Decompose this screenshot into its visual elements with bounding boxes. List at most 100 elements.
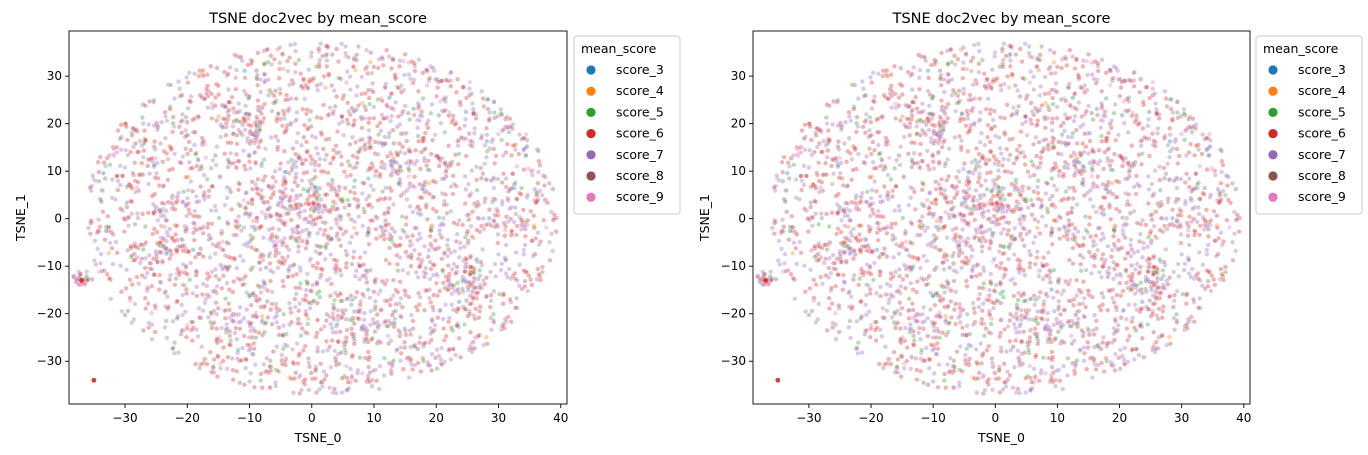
data-point-score_6 — [824, 211, 830, 217]
data-point-score_6 — [231, 255, 237, 261]
data-point-score_7 — [96, 217, 102, 223]
data-point-score_7 — [397, 58, 403, 64]
data-point-score_5 — [228, 338, 234, 344]
y-axis-label: TSNE_1 — [13, 194, 28, 242]
data-point-score_7 — [1166, 154, 1172, 160]
data-point-score_6 — [391, 140, 397, 146]
data-point-score_6 — [390, 277, 396, 283]
data-point-score_6 — [1126, 77, 1132, 83]
data-point-score_8 — [254, 247, 260, 253]
data-point-score_9 — [373, 168, 379, 174]
data-point-score_7 — [791, 240, 797, 246]
data-point-score_7 — [1011, 252, 1017, 258]
data-point-score_7 — [959, 111, 965, 117]
data-point-score_5 — [266, 253, 272, 259]
data-point-score_6 — [420, 70, 426, 76]
data-point-score_7 — [211, 308, 217, 314]
data-point-score_7 — [240, 122, 246, 128]
data-point-score_7 — [427, 276, 433, 282]
data-point-score_7 — [393, 99, 399, 105]
data-point-score_8 — [947, 265, 953, 271]
data-point-score_6 — [167, 277, 173, 283]
data-point-score_7 — [809, 223, 815, 229]
data-point-score_3 — [484, 138, 490, 144]
data-point-score_6 — [997, 334, 1003, 340]
data-point-score_7 — [371, 187, 377, 193]
data-point-score_7 — [505, 198, 511, 204]
data-point-score_6 — [860, 269, 866, 275]
data-point-score_6 — [292, 296, 298, 302]
data-point-score_7 — [411, 247, 417, 253]
data-point-score_6 — [371, 64, 377, 70]
data-point-score_7 — [137, 138, 143, 144]
data-point-score_7 — [1181, 106, 1187, 112]
data-point-score_5 — [436, 215, 442, 221]
data-point-score_6 — [115, 187, 121, 193]
data-point-score_6 — [124, 204, 130, 210]
data-point-score_6 — [340, 96, 346, 102]
data-point-score_7 — [793, 177, 799, 183]
data-point-score_7 — [180, 312, 186, 318]
data-point-score_7 — [902, 325, 908, 331]
data-point-score_7 — [1026, 44, 1032, 50]
data-point-score_7 — [290, 229, 296, 235]
data-point-score_7 — [465, 240, 471, 246]
data-point-score_6 — [1038, 155, 1044, 161]
data-point-score_6 — [173, 200, 179, 206]
data-point-score_6 — [152, 303, 158, 309]
data-point-score_7 — [339, 41, 345, 47]
data-point-score_6 — [366, 115, 372, 121]
data-point-score_6 — [1178, 240, 1184, 246]
data-point-score_7 — [438, 120, 444, 126]
data-point-score_6 — [889, 194, 895, 200]
data-point-score_7 — [322, 157, 328, 163]
data-point-score_7 — [282, 359, 288, 365]
data-point-score_6 — [292, 376, 298, 382]
data-point-score_6 — [1117, 280, 1123, 286]
data-point-score_6 — [836, 329, 842, 335]
data-point-score_7 — [269, 108, 275, 114]
data-point-score_6 — [881, 184, 887, 190]
data-point-score_6 — [164, 150, 170, 156]
data-point-score_6 — [1067, 47, 1073, 53]
data-point-score_6 — [307, 153, 313, 159]
data-point-score_8 — [209, 115, 215, 121]
data-point-score_6 — [184, 202, 190, 208]
data-point-score_5 — [142, 223, 148, 229]
data-point-score_7 — [412, 161, 418, 167]
data-point-score_6 — [890, 274, 896, 280]
data-point-score_7 — [163, 238, 169, 244]
data-point-score_6 — [335, 129, 341, 135]
data-point-score_7 — [351, 309, 357, 315]
data-point-score_6 — [155, 259, 161, 265]
data-point-score_7 — [968, 68, 974, 74]
data-point-score_7 — [397, 330, 403, 336]
data-point-score_6 — [428, 241, 434, 247]
data-point-score_6 — [448, 325, 454, 331]
data-point-score_6 — [271, 93, 277, 99]
data-point-score_7 — [908, 184, 914, 190]
data-point-score_6 — [283, 128, 289, 134]
data-point-score_7 — [241, 242, 247, 248]
data-point-score_5 — [355, 44, 361, 50]
data-point-score_6 — [446, 113, 452, 119]
data-point-score_7 — [1225, 174, 1231, 180]
data-point-score_7 — [396, 301, 402, 307]
data-point-score_6 — [430, 178, 436, 184]
data-point-score_6 — [357, 255, 363, 261]
data-point-score_5 — [83, 273, 89, 279]
data-point-score_7 — [426, 247, 432, 253]
data-point-score_7 — [122, 164, 128, 170]
data-point-score_7 — [267, 204, 273, 210]
data-point-score_7 — [167, 226, 173, 232]
data-point-score_7 — [314, 280, 320, 286]
data-point-score_5 — [128, 254, 134, 260]
data-point-score_7 — [279, 352, 285, 358]
data-point-score_7 — [1139, 254, 1145, 260]
data-point-score_3 — [1094, 106, 1100, 112]
data-point-score_8 — [362, 141, 368, 147]
data-point-score_9 — [406, 60, 412, 66]
data-point-score_7 — [287, 82, 293, 88]
data-point-score_7 — [407, 203, 413, 209]
data-point-score_9 — [292, 118, 298, 124]
